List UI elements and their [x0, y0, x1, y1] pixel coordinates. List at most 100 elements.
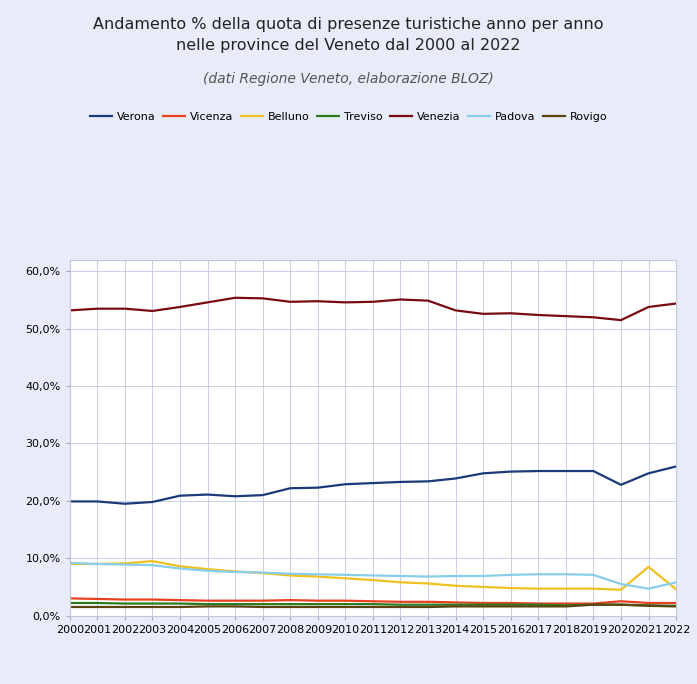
- Vicenza: [259, 596, 267, 605]
- Verona: [176, 492, 184, 500]
- Belluno: [93, 560, 102, 568]
- Vicenza: [93, 595, 102, 603]
- Belluno: [672, 585, 680, 593]
- Padova: [479, 572, 487, 580]
- Verona: [121, 499, 129, 508]
- Treviso: [617, 601, 625, 609]
- Venezia: [148, 307, 157, 315]
- Verona: [507, 467, 515, 475]
- Rovigo: [617, 601, 625, 609]
- Venezia: [589, 313, 597, 321]
- Treviso: [534, 601, 542, 609]
- Padova: [314, 570, 322, 579]
- Belluno: [369, 576, 377, 584]
- Rovigo: [121, 603, 129, 611]
- Vicenza: [176, 596, 184, 604]
- Venezia: [369, 298, 377, 306]
- Vicenza: [66, 594, 74, 603]
- Treviso: [452, 601, 460, 609]
- Rovigo: [93, 603, 102, 611]
- Padova: [534, 570, 542, 579]
- Rovigo: [479, 603, 487, 611]
- Treviso: [176, 599, 184, 607]
- Rovigo: [259, 603, 267, 611]
- Venezia: [479, 310, 487, 318]
- Padova: [259, 568, 267, 577]
- Line: Belluno: Belluno: [70, 561, 676, 590]
- Belluno: [286, 571, 294, 579]
- Belluno: [534, 585, 542, 593]
- Verona: [93, 497, 102, 505]
- Vicenza: [231, 596, 239, 605]
- Treviso: [148, 599, 157, 607]
- Vicenza: [589, 599, 597, 607]
- Vicenza: [479, 599, 487, 607]
- Venezia: [314, 297, 322, 305]
- Text: Andamento % della quota di presenze turistiche anno per anno: Andamento % della quota di presenze turi…: [93, 17, 604, 32]
- Padova: [286, 570, 294, 578]
- Vicenza: [672, 599, 680, 607]
- Belluno: [121, 560, 129, 568]
- Rovigo: [204, 603, 212, 611]
- Verona: [314, 484, 322, 492]
- Treviso: [369, 600, 377, 608]
- Line: Venezia: Venezia: [70, 298, 676, 320]
- Padova: [341, 570, 349, 579]
- Padova: [644, 585, 652, 593]
- Venezia: [534, 311, 542, 319]
- Verona: [479, 469, 487, 477]
- Belluno: [452, 581, 460, 590]
- Vicenza: [644, 599, 652, 607]
- Treviso: [204, 600, 212, 608]
- Vicenza: [424, 598, 432, 606]
- Rovigo: [397, 603, 405, 611]
- Rovigo: [231, 603, 239, 611]
- Rovigo: [534, 603, 542, 611]
- Vicenza: [562, 599, 570, 607]
- Vicenza: [507, 599, 515, 607]
- Belluno: [231, 567, 239, 575]
- Treviso: [341, 600, 349, 608]
- Belluno: [176, 562, 184, 570]
- Vicenza: [534, 599, 542, 607]
- Verona: [589, 467, 597, 475]
- Venezia: [672, 300, 680, 308]
- Belluno: [397, 578, 405, 586]
- Rovigo: [452, 603, 460, 611]
- Padova: [672, 578, 680, 586]
- Line: Vicenza: Vicenza: [70, 598, 676, 603]
- Venezia: [93, 304, 102, 313]
- Rovigo: [369, 603, 377, 611]
- Treviso: [93, 599, 102, 607]
- Padova: [369, 571, 377, 579]
- Verona: [452, 475, 460, 483]
- Line: Padova: Padova: [70, 563, 676, 589]
- Rovigo: [314, 603, 322, 611]
- Rovigo: [286, 603, 294, 611]
- Vicenza: [617, 597, 625, 605]
- Padova: [176, 564, 184, 573]
- Belluno: [259, 569, 267, 577]
- Padova: [452, 572, 460, 580]
- Rovigo: [589, 601, 597, 609]
- Verona: [534, 467, 542, 475]
- Padova: [562, 570, 570, 579]
- Venezia: [121, 304, 129, 313]
- Verona: [397, 478, 405, 486]
- Belluno: [341, 574, 349, 582]
- Vicenza: [397, 598, 405, 606]
- Treviso: [672, 602, 680, 610]
- Belluno: [562, 585, 570, 593]
- Verona: [341, 480, 349, 488]
- Belluno: [644, 563, 652, 571]
- Padova: [589, 570, 597, 579]
- Line: Rovigo: Rovigo: [70, 605, 676, 607]
- Vicenza: [452, 598, 460, 607]
- Verona: [204, 490, 212, 499]
- Vicenza: [341, 596, 349, 605]
- Venezia: [424, 297, 432, 305]
- Venezia: [397, 295, 405, 304]
- Treviso: [121, 599, 129, 607]
- Line: Treviso: Treviso: [70, 603, 676, 606]
- Rovigo: [424, 603, 432, 611]
